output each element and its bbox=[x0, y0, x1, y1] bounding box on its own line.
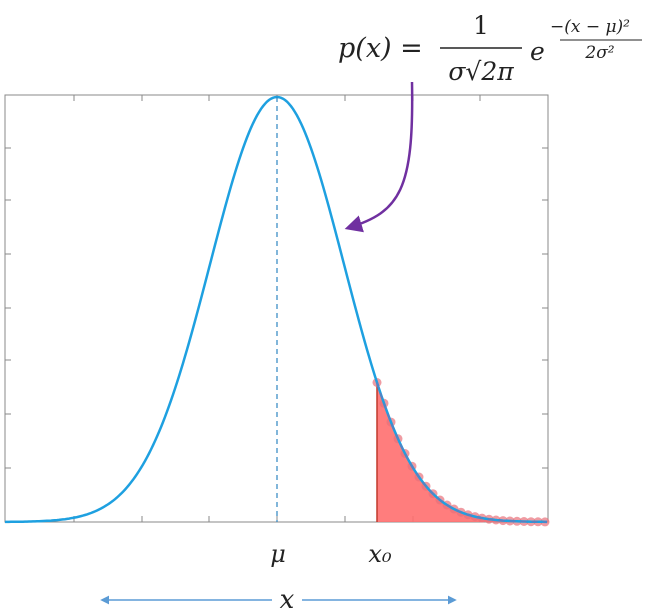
formula-arrow bbox=[344, 81, 414, 233]
threshold-label: x₀ bbox=[368, 540, 392, 568]
formula-numerator: 1 bbox=[473, 11, 489, 40]
exponent-numerator: −(x − μ)² bbox=[550, 17, 630, 37]
tail-area bbox=[377, 382, 548, 522]
label-bg bbox=[272, 586, 302, 612]
formula-denominator: σ√2π bbox=[448, 57, 514, 86]
formula-base: e bbox=[530, 37, 545, 66]
formula-lhs: p(x) = bbox=[338, 33, 423, 64]
axis-label: x bbox=[280, 585, 295, 613]
mean-label: μ bbox=[270, 540, 286, 568]
gaussian-curve bbox=[5, 95, 547, 524]
exponent-denominator: 2σ² bbox=[584, 43, 614, 63]
tail-dash bbox=[376, 382, 547, 523]
